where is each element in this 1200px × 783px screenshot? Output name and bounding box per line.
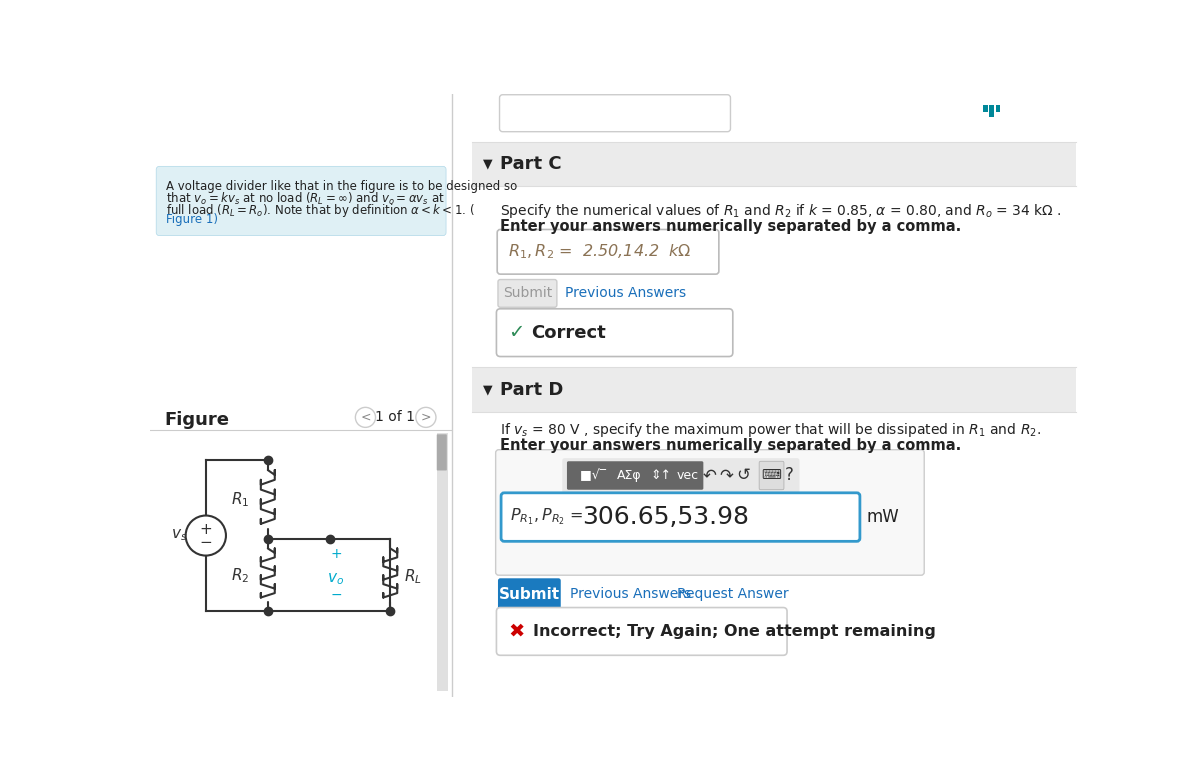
FancyBboxPatch shape	[496, 449, 924, 576]
Text: 306.65,53.98: 306.65,53.98	[582, 505, 750, 529]
Text: Figure: Figure	[164, 411, 229, 429]
Circle shape	[416, 407, 436, 428]
FancyBboxPatch shape	[502, 493, 860, 541]
Text: Part D: Part D	[500, 381, 564, 399]
Text: AΣφ: AΣφ	[617, 468, 641, 482]
Text: +: +	[330, 547, 342, 561]
Text: Part C: Part C	[500, 155, 562, 173]
Text: Enter your answers numerically separated by a comma.: Enter your answers numerically separated…	[500, 438, 961, 453]
Text: mW: mW	[866, 507, 900, 525]
Bar	[989, 105, 994, 117]
Text: ?: ?	[785, 466, 794, 484]
Text: ⌨: ⌨	[762, 468, 781, 482]
Text: A voltage divider like that in the figure is to be designed so: A voltage divider like that in the figur…	[166, 180, 517, 193]
Text: +: +	[199, 522, 212, 537]
FancyBboxPatch shape	[608, 461, 649, 489]
Circle shape	[186, 515, 226, 556]
Text: ⇕↑: ⇕↑	[650, 468, 671, 482]
Text: $R_2$: $R_2$	[230, 566, 250, 585]
FancyBboxPatch shape	[498, 280, 557, 307]
Text: ✖: ✖	[509, 622, 524, 641]
Text: ■√‾: ■√‾	[571, 468, 606, 482]
Text: Specify the numerical values of $R_1$ and $R_2$ if $k$ = 0.85, $\alpha$ = 0.80, : Specify the numerical values of $R_1$ an…	[500, 202, 1062, 220]
FancyBboxPatch shape	[497, 309, 733, 356]
Text: Previous Answers: Previous Answers	[565, 287, 685, 301]
Text: Incorrect; Try Again; One attempt remaining: Incorrect; Try Again; One attempt remain…	[533, 624, 936, 639]
FancyBboxPatch shape	[760, 461, 784, 489]
FancyBboxPatch shape	[672, 461, 703, 489]
Text: ↺: ↺	[737, 466, 750, 484]
Text: ✓: ✓	[508, 323, 524, 342]
Text: Submit: Submit	[503, 287, 552, 301]
Text: Enter your answers numerically separated by a comma.: Enter your answers numerically separated…	[500, 218, 961, 233]
Bar	[472, 186, 1076, 363]
Text: full load ($R_L = R_o$). Note that by definition $\alpha < k < 1$. (: full load ($R_L = R_o$). Note that by de…	[166, 202, 474, 218]
Text: ↶: ↶	[703, 466, 716, 484]
Text: >: >	[421, 411, 431, 424]
Circle shape	[355, 407, 376, 428]
FancyBboxPatch shape	[566, 461, 611, 489]
Bar	[437, 433, 448, 691]
Text: −: −	[199, 535, 212, 550]
FancyBboxPatch shape	[648, 461, 674, 489]
Text: Previous Answers: Previous Answers	[570, 587, 691, 601]
Text: that $v_o = kv_s$ at no load ($R_L = \infty$) and $v_o = \alpha v_s$ at: that $v_o = kv_s$ at no load ($R_L = \in…	[166, 191, 444, 207]
FancyBboxPatch shape	[156, 166, 446, 236]
Text: Figure 1): Figure 1)	[166, 213, 217, 226]
Text: $R_1, R_2$ =  2.50,14.2  k$\Omega$: $R_1, R_2$ = 2.50,14.2 k$\Omega$	[508, 243, 691, 262]
Text: Request Answer: Request Answer	[677, 587, 788, 601]
Bar	[472, 367, 1076, 412]
Text: ▼: ▼	[484, 157, 493, 171]
Bar	[996, 105, 1000, 113]
Text: $v_s$: $v_s$	[172, 528, 187, 543]
FancyBboxPatch shape	[563, 458, 799, 493]
Bar	[983, 105, 988, 113]
Text: $R_1$: $R_1$	[230, 490, 250, 509]
Text: Correct: Correct	[532, 323, 606, 341]
Text: $P_{R_1}, P_{R_2}$ =: $P_{R_1}, P_{R_2}$ =	[510, 507, 586, 527]
Text: If $v_s$ = 80 V , specify the maximum power that will be dissipated in $R_1$ and: If $v_s$ = 80 V , specify the maximum po…	[500, 421, 1042, 439]
Bar	[472, 412, 1076, 720]
FancyBboxPatch shape	[498, 579, 560, 611]
Text: ↷: ↷	[720, 466, 733, 484]
Text: $v_o$: $v_o$	[328, 572, 344, 587]
Text: $R_L$: $R_L$	[404, 568, 422, 586]
FancyBboxPatch shape	[437, 435, 446, 471]
Text: 1 of 1: 1 of 1	[374, 410, 415, 424]
Text: Submit: Submit	[499, 587, 560, 602]
FancyBboxPatch shape	[497, 608, 787, 655]
Text: <: <	[360, 411, 371, 424]
Bar	[472, 142, 1076, 186]
FancyBboxPatch shape	[499, 95, 731, 132]
Text: −: −	[330, 587, 342, 601]
FancyBboxPatch shape	[497, 229, 719, 274]
Text: vec: vec	[677, 468, 698, 482]
Text: ▼: ▼	[484, 383, 493, 396]
